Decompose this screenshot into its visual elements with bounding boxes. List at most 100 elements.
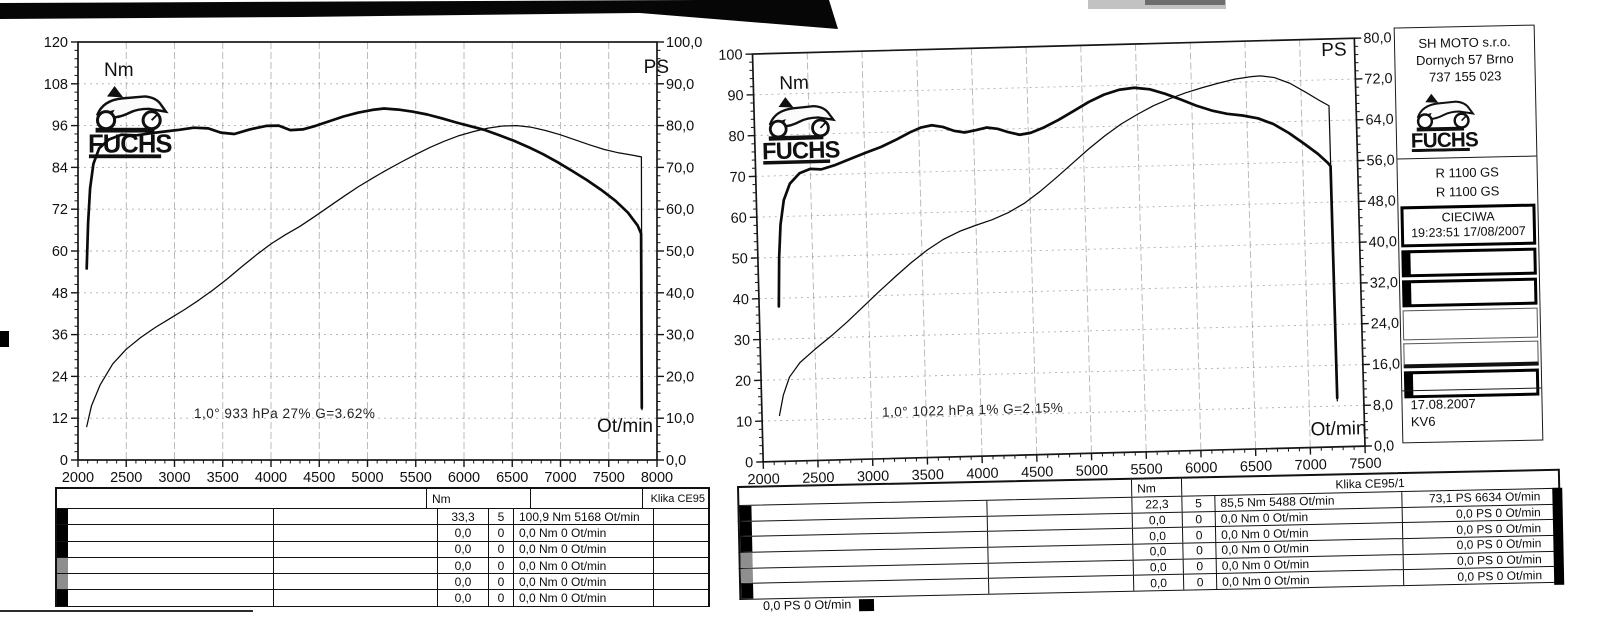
table-cell: 0	[489, 541, 514, 557]
ps-tick-label: 48,0	[1367, 193, 1396, 210]
left-dyno-chart: 2000 2500 3000 3500 4000 4500 5000 5500 6000 6500…	[44, 35, 703, 486]
company-address: Dornych 57 Brno	[1415, 51, 1514, 69]
table-row: 0,0 0 0,0 Nm 0 Ot/min	[55, 541, 710, 558]
table-cell	[57, 509, 68, 525]
x-tick-label: 7000	[544, 470, 576, 486]
table-cell	[989, 575, 1135, 594]
table-cell: 0,0	[438, 525, 489, 541]
nm-tick-label: 108	[44, 77, 68, 93]
table-cell	[987, 513, 1133, 532]
ps-tick-label: 8,0	[1373, 398, 1394, 415]
x-tick-label: 7500	[1349, 456, 1382, 473]
table-cell: 22,3	[1132, 496, 1183, 513]
table-cell: 0	[1182, 511, 1216, 527]
ps-tick-label: 100,0	[666, 35, 702, 51]
nm-column-header: Nm	[1131, 478, 1183, 497]
x-tick-label: 6500	[496, 470, 528, 486]
table-cell	[988, 560, 1134, 578]
nm-column-header: Nm	[427, 489, 531, 508]
table-cell	[274, 557, 438, 574]
nm-tick-label: 36	[52, 328, 68, 344]
table-cell: 5	[1182, 495, 1216, 512]
nm-tick-label: 10	[736, 414, 753, 430]
nm-tick-label: 12	[52, 411, 68, 427]
table-cell: 0,0	[438, 574, 489, 590]
table-overflow-row: 0,0 PS 0 Ot/min	[762, 597, 875, 613]
nm-tick-label: 96	[52, 119, 68, 135]
left-dyno-chart-power-curve	[86, 124, 643, 428]
table-cell	[654, 542, 708, 557]
nm-tick-label: 30	[734, 333, 751, 349]
table-cell: 0	[489, 574, 514, 590]
klika-header: Klika CE95	[650, 492, 705, 505]
table-cell	[274, 574, 438, 590]
table-cell: 0	[489, 557, 514, 574]
nm-tick-label: 60	[730, 210, 747, 226]
x-tick-label: 6500	[1240, 459, 1273, 476]
table-cell: 0,0	[438, 590, 489, 606]
table-cell	[274, 541, 438, 557]
nm-tick-label: 20	[735, 374, 752, 390]
nm-tick-label: 84	[52, 160, 68, 176]
nm-tick-label: 80	[728, 129, 745, 145]
ps-tick-label: 90,0	[666, 77, 694, 93]
table-cell	[988, 528, 1134, 547]
table-cell	[740, 536, 753, 552]
right-dyno-chart: 2000 2500 3000 3500 4000 4500 5000 5500 6000 6500…	[718, 30, 1400, 488]
x-tick-label: 8000	[641, 470, 673, 486]
empty-slot	[1402, 307, 1539, 341]
table-cell	[57, 590, 68, 606]
nm-tick-label: 0	[745, 455, 753, 471]
table-cell	[68, 541, 274, 557]
ps-tick-label: 20,0	[666, 369, 694, 385]
table-cell: 0,0	[1133, 574, 1185, 591]
ps-tick-label: 10,0	[666, 411, 694, 427]
table-body: 33,3 5 100,9 Nm 5168 Ot/min 0,0 0 0,0 Nm 0 Ot…	[55, 509, 710, 607]
table-cell	[654, 574, 708, 589]
table-cell	[654, 509, 708, 524]
table-cell	[68, 557, 274, 574]
table-cell	[274, 509, 438, 525]
fuchs-logo	[759, 94, 842, 167]
x-tick-label: 3500	[207, 470, 239, 486]
x-tick-label: 4000	[255, 470, 287, 486]
info-card: SH MOTO s.r.o. Dornych 57 Brno 737 155 0…	[1393, 24, 1544, 444]
y-left-axis-title: Nm	[104, 60, 134, 81]
nm-tick-label: 40	[733, 292, 750, 308]
table-cell	[739, 505, 752, 521]
y-right-axis-title: PS	[1321, 39, 1347, 61]
ps-tick-label: 0,0	[1374, 438, 1395, 455]
x-tick-label: 6000	[448, 470, 480, 486]
ps-tick-label: 30,0	[666, 328, 694, 344]
nm-tick-label: 70	[729, 170, 746, 186]
table-cell	[740, 552, 753, 568]
table-cell	[68, 574, 274, 590]
footer-code: KV6	[1410, 413, 1436, 430]
table-row: 0,0 0 0,0 Nm 0 Ot/min	[55, 525, 710, 542]
header-blank-cell	[57, 489, 427, 508]
overflow-row-text: 0,0 PS 0 Ot/min	[762, 597, 852, 613]
x-tick-label: 2500	[802, 470, 835, 487]
table-cell: 0,0	[1133, 559, 1184, 575]
conditions-annotation: 1,0° 933 hPa 27% G=3.62%	[194, 406, 375, 421]
table-cell: 0,0 Nm 0 Ot/min	[514, 557, 654, 574]
card-footer: 17.08.2007 KV6	[1402, 387, 1543, 443]
nm-tick-label: 48	[52, 286, 68, 302]
left-results-table: Nm Klika CE95 33,3 5 100,9 Nm 5168 Ot/min 0…	[55, 487, 710, 608]
table-cell: 0	[1182, 527, 1217, 543]
table-cell	[57, 541, 68, 557]
ps-tick-label: 0,0	[666, 453, 686, 469]
y-left-axis-title: Nm	[779, 73, 809, 95]
nm-tick-label: 0	[60, 453, 68, 469]
table-body: 22,3 5 85,5 Nm 5488 Ot/min 73,1 PS 6634 Ot/…	[737, 488, 1563, 600]
table-cell: 0	[1183, 574, 1218, 590]
nm-tick-label: 120	[44, 35, 68, 51]
table-cell	[654, 525, 708, 540]
conditions-annotation: 1,0° 1022 hPa 1% G=2.15%	[882, 400, 1064, 420]
ps-tick-label: 72,0	[1364, 71, 1393, 88]
table-cell: 100,9 Nm 5168 Ot/min	[514, 509, 654, 525]
x-tick-label: 3000	[857, 469, 890, 486]
left-dyno-chart-torque-curve	[85, 107, 644, 410]
